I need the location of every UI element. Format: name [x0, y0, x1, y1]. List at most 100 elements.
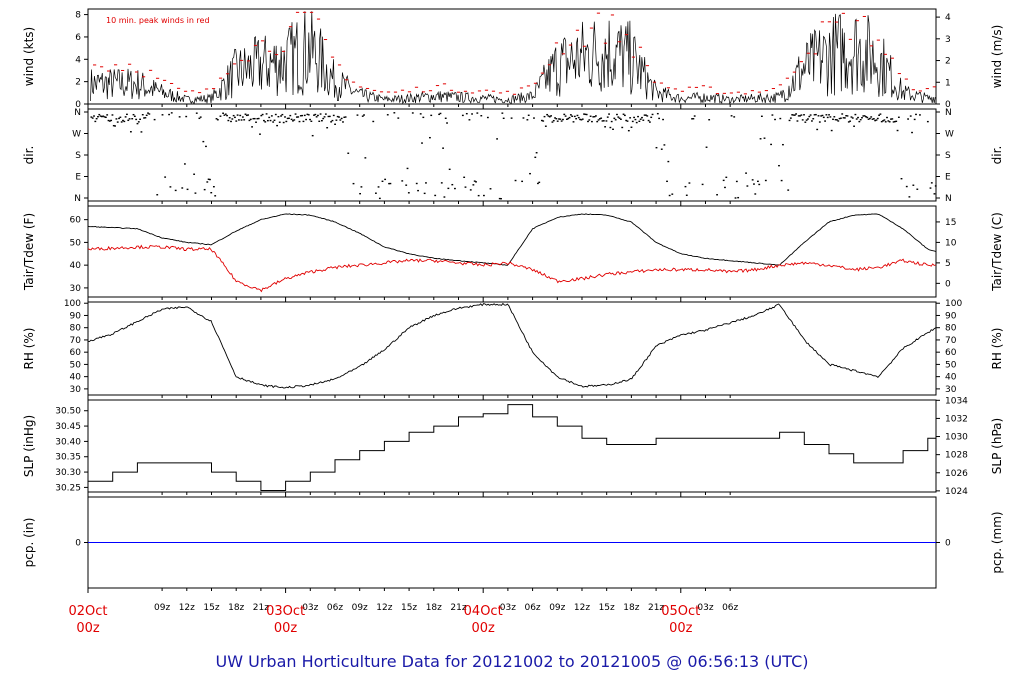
dir-point — [795, 113, 798, 115]
y-tick-label: E — [75, 173, 81, 183]
y-tick-label: N — [945, 108, 952, 118]
dir-point — [583, 113, 585, 115]
y-tick-label: 80 — [70, 324, 82, 334]
dir-point — [907, 118, 909, 120]
dir-point — [754, 193, 757, 195]
y-tick-label: 1030 — [945, 433, 968, 443]
dir-point — [614, 119, 617, 121]
dir-point — [91, 117, 94, 119]
dir-point — [870, 116, 873, 118]
series-wind — [90, 11, 936, 105]
dir-point — [608, 113, 610, 115]
y-tick-label: 40 — [70, 373, 82, 383]
dir-point — [307, 114, 310, 116]
dir-point — [872, 118, 875, 120]
ylabel-left: Tair/Tdew (F) — [22, 213, 36, 291]
dir-point — [593, 116, 596, 118]
series-Tair — [87, 213, 936, 266]
x-tick-label: 09z — [352, 603, 368, 613]
y-tick-label: 40 — [70, 261, 82, 271]
date-hour-label: 00z — [471, 621, 495, 636]
dir-point — [465, 112, 468, 115]
dir-point — [763, 137, 766, 139]
y-tick-label: 4 — [75, 55, 81, 65]
dir-point — [774, 118, 776, 121]
dir-point — [214, 195, 217, 197]
dir-point — [554, 117, 556, 119]
dir-point — [751, 179, 754, 181]
dir-point — [377, 186, 380, 188]
dir-point — [98, 113, 101, 116]
panel-frame — [87, 399, 937, 493]
panel-pressure: SLP (inHg) SLP (hPa) 30.25 30.30 30.35 30.40 3… — [22, 396, 1004, 497]
dir-point — [930, 182, 933, 184]
dir-point — [862, 115, 865, 117]
dir-point — [849, 120, 852, 122]
dir-point — [617, 116, 620, 118]
dir-point — [666, 180, 668, 183]
dir-point — [620, 118, 622, 120]
dir-point — [401, 180, 404, 182]
dir-point — [235, 120, 238, 122]
y-tick-label: 1024 — [945, 487, 968, 497]
dir-point — [247, 114, 250, 116]
dir-point — [241, 116, 244, 118]
y-tick-label: 1 — [945, 78, 951, 88]
dir-point — [468, 119, 471, 121]
y-tick-label: 60 — [945, 348, 957, 358]
dir-point — [193, 173, 196, 175]
dir-point — [730, 115, 733, 117]
dir-point — [212, 186, 215, 188]
dir-point — [108, 120, 111, 122]
dir-point — [334, 123, 336, 125]
dir-point — [463, 176, 466, 178]
dir-point — [486, 116, 489, 119]
y-tick-label: 30.45 — [55, 422, 81, 432]
y-tick-label: E — [945, 173, 951, 183]
y-tick-label: 3 — [945, 35, 951, 45]
y-tick-label: 10 — [945, 238, 957, 248]
y-tick-label: 1032 — [945, 414, 968, 424]
dir-point — [139, 118, 142, 121]
dir-point — [181, 187, 184, 189]
x-tick-label: 12z — [574, 603, 590, 613]
dir-point — [604, 126, 607, 128]
dir-point — [814, 113, 817, 116]
dir-point — [602, 120, 605, 122]
dir-point — [757, 180, 759, 183]
dir-point — [562, 118, 564, 121]
dir-point — [411, 112, 414, 114]
dir-point — [477, 194, 480, 197]
dir-point — [796, 120, 799, 122]
dir-point — [933, 193, 936, 195]
dir-point — [209, 178, 211, 181]
dir-point — [407, 192, 410, 194]
dir-point — [753, 183, 755, 185]
dir-point — [141, 114, 144, 116]
dir-point — [843, 117, 846, 119]
dir-point — [185, 115, 188, 118]
y-tick-label: 100 — [64, 299, 81, 309]
dir-point — [693, 115, 696, 117]
dir-point — [701, 183, 704, 186]
dir-point — [147, 112, 149, 114]
dir-point — [161, 114, 164, 116]
dir-point — [882, 120, 884, 122]
ylabel-left: dir. — [22, 146, 36, 165]
dir-point — [764, 179, 767, 182]
dir-point — [884, 121, 887, 123]
dir-point — [140, 131, 143, 133]
dir-point — [855, 118, 858, 120]
dir-point — [600, 117, 603, 119]
dir-point — [422, 116, 425, 119]
dir-point — [548, 116, 551, 118]
y-tick-label: N — [74, 108, 81, 118]
date-label: 04Oct — [464, 604, 503, 619]
dir-point — [817, 115, 820, 117]
dir-point — [305, 118, 307, 121]
y-tick-label: 50 — [70, 360, 82, 370]
y-tick-label: 1034 — [945, 396, 968, 406]
series-SLP — [87, 404, 936, 491]
dir-point — [219, 115, 222, 117]
